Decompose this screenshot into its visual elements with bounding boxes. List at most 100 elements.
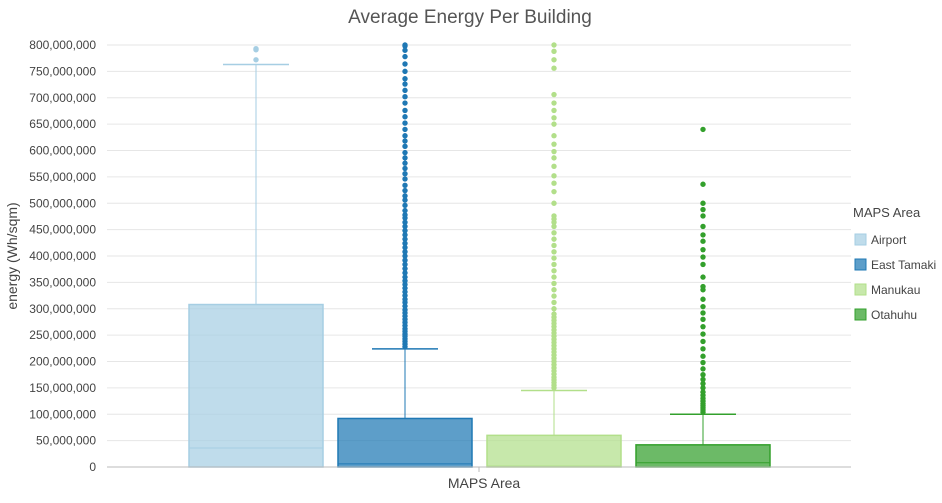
y-tick-label: 700,000,000	[29, 91, 96, 105]
y-axis: 0 50,000,000 100,000,000 150,000,000 200,000…	[29, 38, 96, 474]
y-axis-title: energy (Wh/sqm)	[4, 202, 20, 309]
outlier-point	[402, 202, 408, 209]
outlier-point	[700, 366, 706, 372]
outlier-point	[402, 53, 408, 60]
outlier-point	[402, 155, 408, 161]
outlier-point	[551, 91, 557, 98]
outlier-point	[700, 232, 706, 238]
legend-label: Otahuhu	[871, 308, 917, 322]
outlier-point	[402, 120, 408, 126]
outlier-point	[551, 148, 557, 155]
outlier-point	[402, 114, 408, 120]
outlier-point	[700, 385, 706, 391]
outlier-point	[700, 261, 706, 268]
outlier-point	[402, 296, 408, 302]
outlier-point	[402, 278, 408, 284]
outlier-point	[253, 57, 259, 63]
outlier-point	[402, 227, 408, 234]
outlier-point	[402, 76, 408, 82]
outlier-point	[551, 100, 557, 106]
outlier-point	[700, 389, 706, 395]
outlier-point	[551, 299, 557, 306]
outlier-point	[402, 285, 408, 291]
outlier-point	[700, 331, 706, 337]
outlier-point	[402, 61, 408, 67]
outlier-point	[700, 303, 706, 310]
y-tick-label: 800,000,000	[29, 38, 96, 52]
box-body	[635, 444, 771, 468]
legend-swatch	[854, 283, 867, 296]
outlier-point	[402, 138, 408, 144]
outlier-point	[551, 249, 557, 255]
outlier-point	[402, 219, 408, 225]
outlier-point	[551, 242, 557, 249]
outlier-point	[402, 68, 408, 75]
outlier-point	[551, 155, 557, 161]
legend-item: East Tamaki	[854, 258, 936, 272]
legend-swatch	[854, 258, 867, 271]
outlier-point	[402, 257, 408, 263]
box-body	[486, 434, 622, 468]
outlier-point	[402, 165, 408, 172]
outlier-point	[551, 133, 557, 139]
outlier-point	[402, 160, 408, 166]
outlier-point	[551, 287, 557, 293]
chart-title: Average Energy Per Building	[348, 7, 592, 28]
y-tick-label: 450,000,000	[29, 223, 96, 237]
outlier-point	[700, 353, 706, 359]
box-east-tamaki	[337, 42, 473, 468]
outlier-point	[551, 173, 557, 179]
outlier-point	[402, 212, 408, 218]
legend: MAPS Area Airport East Tamaki Manukau Otahu…	[853, 205, 936, 322]
outlier-point	[402, 289, 408, 295]
outlier-point	[700, 338, 706, 345]
outlier-point	[402, 47, 408, 53]
outlier-point	[551, 306, 557, 312]
outlier-point	[402, 240, 408, 247]
outlier-point	[402, 274, 408, 280]
y-tick-label: 550,000,000	[29, 170, 96, 184]
outlier-point	[551, 293, 557, 299]
box-body	[188, 303, 324, 468]
outlier-point	[402, 133, 408, 139]
outlier-point	[700, 283, 706, 290]
box-body	[337, 417, 473, 468]
outlier-point	[402, 87, 408, 94]
outlier-point	[402, 249, 408, 255]
outlier-point	[551, 163, 557, 170]
outlier-point	[551, 230, 557, 236]
outlier-point	[700, 310, 706, 316]
outlier-point	[551, 223, 557, 230]
outlier-point	[700, 254, 706, 260]
outlier-point	[402, 81, 408, 87]
outlier-point	[402, 207, 408, 214]
outlier-point	[700, 223, 706, 230]
outlier-point	[551, 107, 557, 114]
outlier-point	[700, 371, 706, 378]
box-manukau	[486, 42, 622, 468]
box-series	[188, 42, 771, 468]
y-tick-label: 200,000,000	[29, 355, 96, 369]
outlier-point	[402, 182, 408, 189]
outlier-point	[253, 45, 259, 52]
outlier-point	[402, 143, 408, 149]
outlier-point	[402, 197, 408, 203]
outlier-point	[402, 253, 408, 259]
legend-label: Airport	[871, 233, 907, 247]
legend-swatch	[854, 233, 867, 246]
outlier-point	[700, 246, 706, 253]
box-otahuhu	[635, 126, 771, 468]
outlier-point	[402, 126, 408, 133]
outlier-point	[700, 206, 706, 213]
outlier-point	[551, 65, 557, 71]
outlier-point	[700, 126, 706, 133]
outlier-point	[402, 292, 408, 299]
outlier-point	[551, 200, 557, 206]
outlier-point	[402, 149, 408, 156]
outlier-point	[551, 311, 557, 317]
outlier-point	[402, 100, 408, 106]
outlier-point	[551, 261, 557, 268]
outlier-point	[402, 93, 408, 100]
outlier-point	[402, 193, 408, 199]
outlier-point	[551, 188, 557, 195]
